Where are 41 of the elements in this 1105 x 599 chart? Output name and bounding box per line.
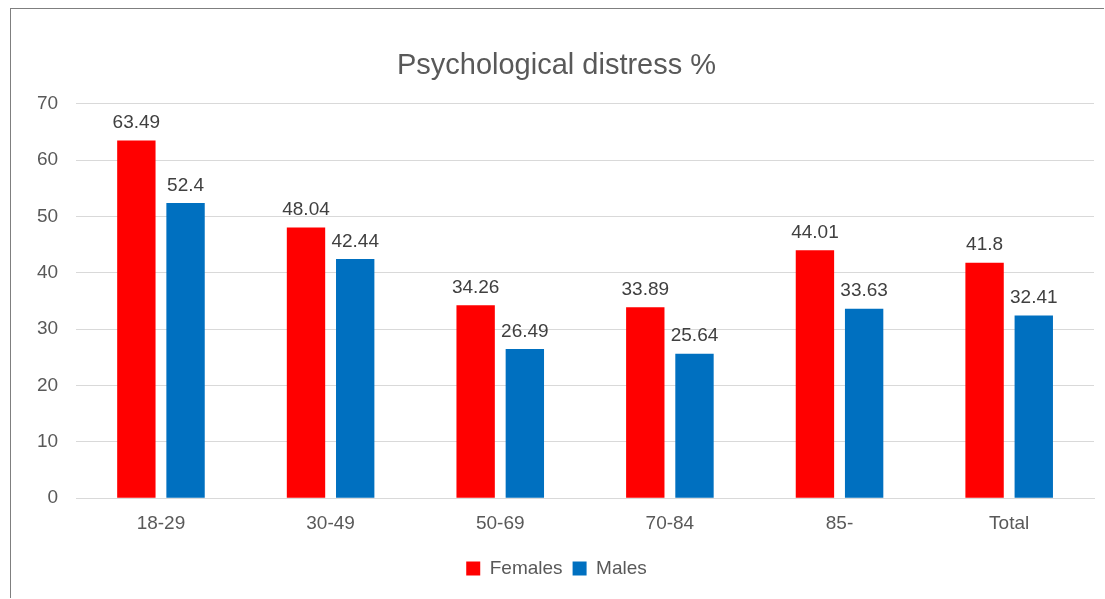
x-tick-label: 70-84 [645,511,695,533]
y-tick-label: 0 [47,486,59,508]
bar [456,305,495,498]
bar [286,227,326,498]
legend-label: Females [489,556,563,578]
data-label: 33.63 [840,279,888,301]
bar [1014,315,1053,498]
bar [965,262,1004,498]
bar [844,308,884,498]
x-tick-label: 85- [825,511,854,533]
y-tick-label: 20 [36,373,59,395]
legend-label: Males [596,556,647,578]
x-tick-label: Total [989,511,1030,533]
y-tick-label: 60 [36,148,59,170]
data-label: 32.41 [1010,286,1058,308]
bar [117,140,156,498]
bar [626,307,665,498]
data-label: 25.64 [670,324,719,346]
data-label: 44.01 [791,220,839,242]
y-tick-label: 10 [36,430,59,452]
chart-title: Psychological distress % [396,48,717,81]
bar [795,250,835,498]
data-label: 42.44 [331,229,380,251]
y-tick-label: 70 [36,92,59,114]
x-tick-label: 30-49 [306,511,355,533]
bar [336,259,375,498]
x-tick-label: 50-69 [475,511,525,533]
data-label: 34.26 [451,275,500,297]
y-tick-label: 40 [36,261,59,283]
data-label: 26.49 [501,319,549,341]
data-label: 48.04 [282,198,331,220]
y-tick-label: 50 [36,204,59,226]
data-label: 33.89 [621,277,670,299]
bar [166,202,205,498]
data-label: 52.4 [167,173,205,195]
y-tick-label: 30 [36,317,59,339]
bar [675,353,714,498]
bar [505,348,545,498]
data-label: 63.49 [112,111,161,133]
x-tick-label: 18-29 [136,511,186,533]
data-label: 41.8 [966,233,1004,255]
